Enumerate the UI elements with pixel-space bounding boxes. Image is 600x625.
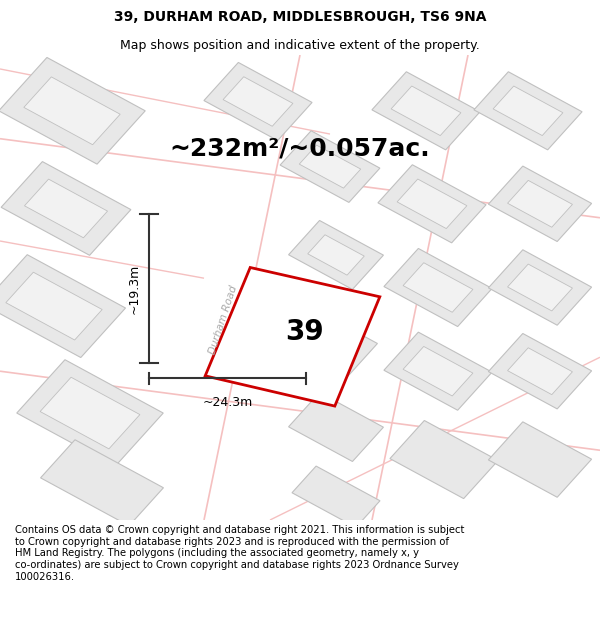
Polygon shape (488, 422, 592, 498)
Polygon shape (299, 145, 361, 188)
Polygon shape (508, 348, 572, 394)
Polygon shape (403, 346, 473, 396)
Polygon shape (223, 77, 293, 126)
Text: ~24.3m: ~24.3m (202, 396, 253, 409)
Polygon shape (488, 250, 592, 325)
Polygon shape (0, 254, 125, 357)
Polygon shape (292, 466, 380, 528)
Polygon shape (384, 332, 492, 410)
Polygon shape (508, 264, 572, 311)
Polygon shape (289, 392, 383, 461)
Polygon shape (204, 62, 312, 141)
Text: 39: 39 (285, 318, 324, 346)
Polygon shape (378, 165, 486, 243)
Polygon shape (41, 440, 163, 526)
Polygon shape (6, 272, 102, 340)
Polygon shape (40, 378, 140, 449)
Polygon shape (0, 58, 145, 164)
Polygon shape (302, 323, 358, 364)
Polygon shape (308, 235, 364, 275)
Polygon shape (283, 309, 377, 378)
Polygon shape (205, 268, 380, 406)
Polygon shape (17, 360, 163, 466)
Polygon shape (25, 179, 107, 238)
Polygon shape (384, 249, 492, 326)
Polygon shape (488, 166, 592, 241)
Text: 39, DURHAM ROAD, MIDDLESBROUGH, TS6 9NA: 39, DURHAM ROAD, MIDDLESBROUGH, TS6 9NA (114, 10, 486, 24)
Polygon shape (280, 131, 380, 202)
Text: ~232m²/~0.057ac.: ~232m²/~0.057ac. (170, 136, 430, 160)
Text: Contains OS data © Crown copyright and database right 2021. This information is : Contains OS data © Crown copyright and d… (15, 525, 464, 582)
Polygon shape (403, 262, 473, 312)
Polygon shape (24, 77, 120, 145)
Polygon shape (1, 162, 131, 255)
Polygon shape (474, 72, 582, 150)
Polygon shape (390, 421, 498, 499)
Text: ~19.3m: ~19.3m (127, 263, 140, 314)
Polygon shape (372, 72, 480, 150)
Polygon shape (488, 334, 592, 409)
Polygon shape (508, 181, 572, 228)
Polygon shape (493, 86, 563, 136)
Text: Durham Road: Durham Road (208, 284, 239, 356)
Polygon shape (397, 179, 467, 229)
Polygon shape (289, 221, 383, 289)
Polygon shape (391, 86, 461, 136)
Text: Map shows position and indicative extent of the property.: Map shows position and indicative extent… (120, 39, 480, 51)
